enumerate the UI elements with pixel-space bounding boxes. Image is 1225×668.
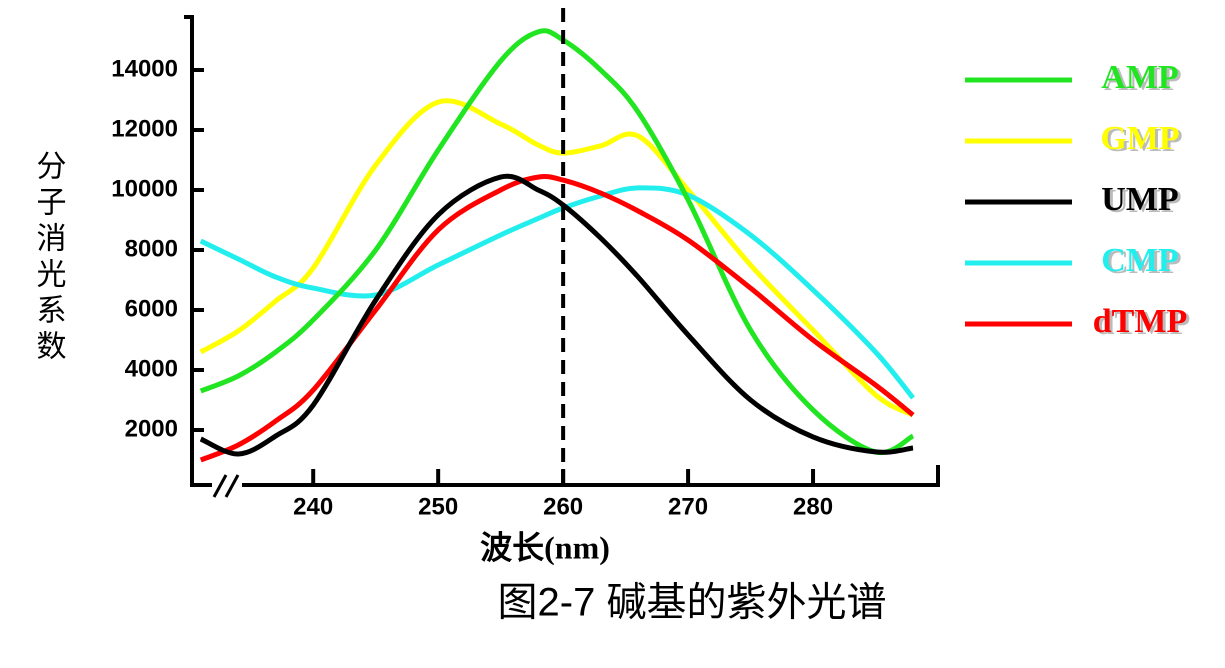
legend-shadow: GMP (1103, 122, 1182, 159)
x-tick-label: 240 (293, 493, 333, 520)
legend-shadow: AMP (1104, 61, 1181, 98)
series-line (199, 98, 915, 418)
legend-shadow: UMP (1104, 183, 1181, 220)
legend-label: CMP (1101, 242, 1178, 279)
y-tick-label: 10000 (111, 175, 178, 202)
series-line (199, 185, 915, 400)
x-axis-label: 波长(nm) (480, 529, 610, 565)
y-tick-label: 6000 (125, 295, 178, 322)
y-tick-label: 8000 (125, 235, 178, 262)
legend-label: GMP (1100, 120, 1179, 157)
series-line (199, 28, 915, 456)
legend-label: UMP (1101, 181, 1178, 218)
legend-shadow: CMP (1104, 244, 1181, 281)
chart-title: 图2-7 碱基的紫外光谱 (498, 581, 887, 625)
legend-label: AMP (1101, 59, 1178, 96)
x-tick-label: 280 (793, 493, 833, 520)
y-tick-label: 14000 (111, 55, 178, 82)
axis-break (212, 474, 242, 498)
series-line (199, 173, 914, 457)
y-tick-label: 4000 (125, 355, 178, 382)
legend-shadow: dTMP (1096, 305, 1190, 342)
plot-area (199, 28, 915, 463)
y-tick-label: 2000 (125, 415, 178, 442)
x-tick-label: 260 (543, 493, 583, 520)
x-tick-label: 250 (418, 493, 458, 520)
series-line (199, 174, 915, 463)
legend-label: dTMP (1093, 303, 1187, 340)
y-axis-label: 分子消光系数 (32, 150, 66, 366)
x-tick-label: 270 (668, 493, 708, 520)
y-tick-label: 12000 (111, 115, 178, 142)
